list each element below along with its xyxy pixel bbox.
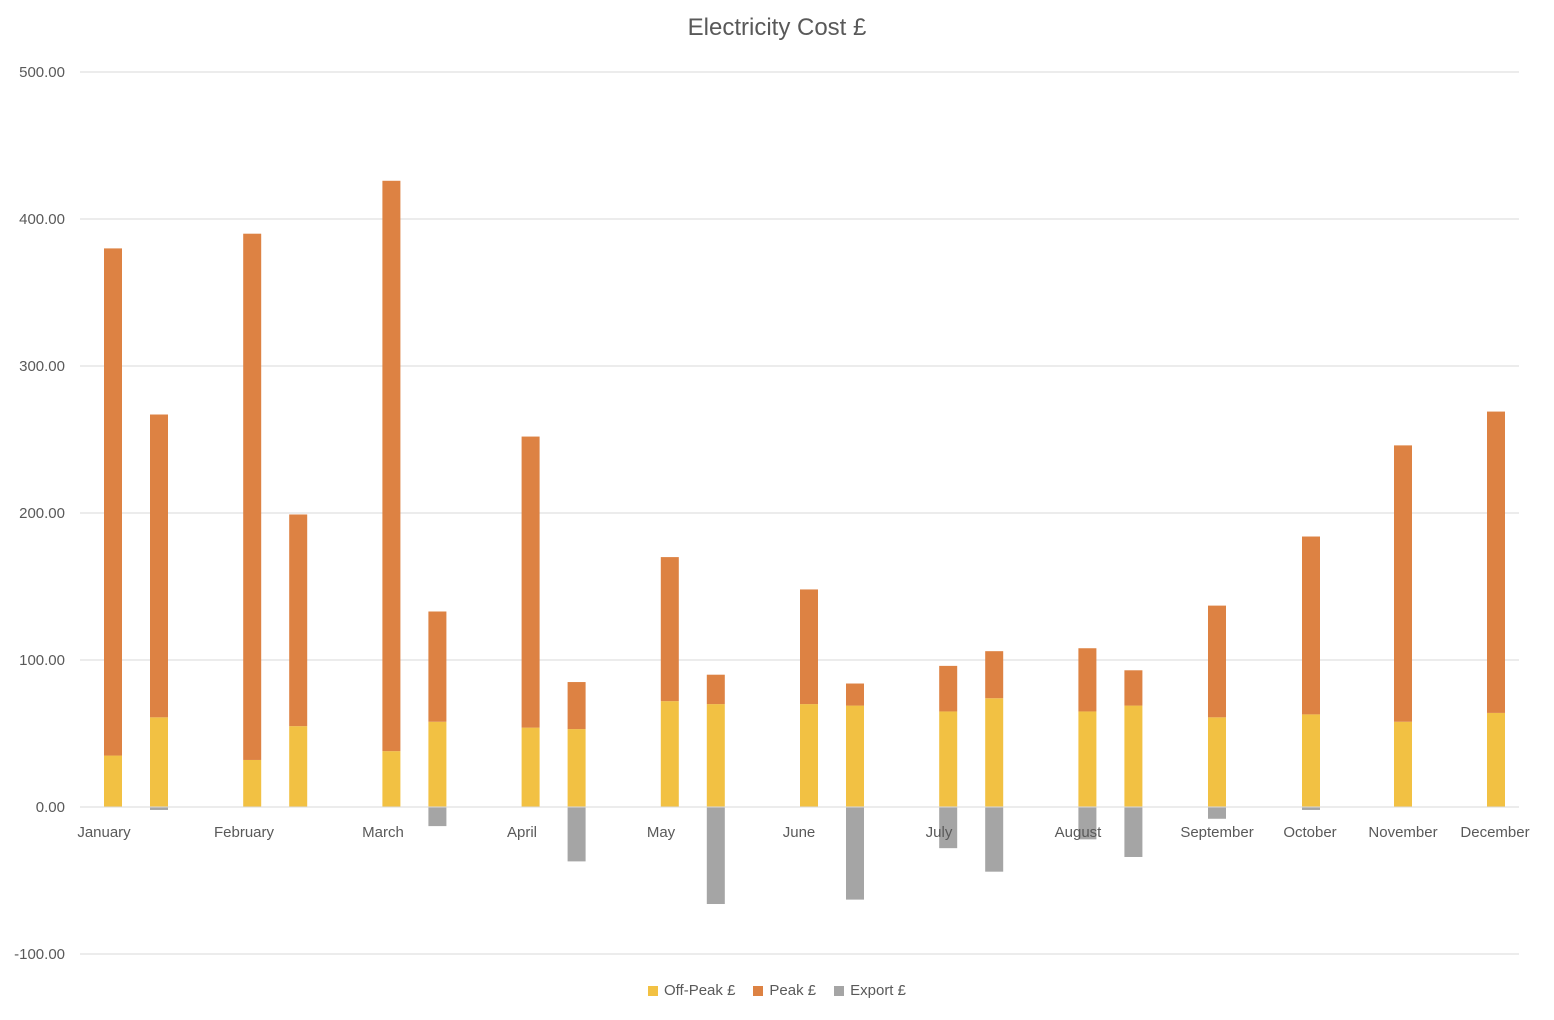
bar-peak <box>1078 648 1097 712</box>
bar-off-peak <box>660 701 679 807</box>
bar-off-peak <box>846 705 864 807</box>
y-tick-label: 200.00 <box>19 505 65 522</box>
y-tick-label: 500.00 <box>19 64 65 81</box>
legend-item: Export £ <box>834 982 906 999</box>
bar-off-peak <box>1124 705 1143 807</box>
bar-off-peak <box>1302 714 1320 807</box>
bar-peak <box>1487 411 1505 713</box>
legend-swatch <box>834 985 845 996</box>
x-tick-label: May <box>647 824 676 841</box>
bar-peak <box>706 674 725 705</box>
bar-export <box>1302 807 1320 810</box>
bar-off-peak <box>939 711 958 807</box>
x-tick-label: September <box>1180 824 1253 841</box>
bar-peak <box>846 683 864 706</box>
bar-export <box>1208 807 1226 819</box>
bar-export <box>846 807 864 900</box>
x-tick-label: November <box>1368 824 1437 841</box>
bar-peak <box>800 589 818 705</box>
bar-export <box>706 807 725 905</box>
bar-export <box>1124 807 1143 857</box>
bar-off-peak <box>382 751 401 807</box>
bar-export <box>939 807 958 849</box>
bar-export <box>1078 807 1097 840</box>
bar-peak <box>1394 445 1412 722</box>
bar-peak <box>428 611 447 722</box>
bar-peak <box>939 665 958 712</box>
bar-off-peak <box>289 726 308 807</box>
bar-off-peak <box>243 759 262 807</box>
y-tick-label: 100.00 <box>19 652 65 669</box>
x-tick-label: October <box>1283 824 1336 841</box>
bar-off-peak <box>428 721 447 807</box>
bar-peak <box>243 233 262 760</box>
legend-swatch <box>753 985 764 996</box>
x-tick-label: February <box>214 824 275 841</box>
bar-peak <box>567 682 586 730</box>
legend-label: Off-Peak £ <box>663 982 736 999</box>
legend-item: Peak £ <box>753 982 816 999</box>
y-tick-label: -100.00 <box>14 946 65 963</box>
bar-peak <box>150 414 168 718</box>
x-tick-label: August <box>1055 824 1103 841</box>
x-tick-label: July <box>926 824 953 841</box>
bar-off-peak <box>1394 721 1412 807</box>
x-tick-label: June <box>783 824 816 841</box>
bar-off-peak <box>150 717 168 807</box>
bar-off-peak <box>567 729 586 807</box>
chart-legend: Off-Peak £ Peak £ Export £ <box>0 982 1554 999</box>
bar-off-peak <box>706 704 725 807</box>
bar-peak <box>1302 536 1320 715</box>
bar-peak <box>1124 670 1143 706</box>
chart-title: Electricity Cost £ <box>687 14 867 41</box>
bar-peak <box>660 557 679 702</box>
bar-export <box>150 807 168 810</box>
legend-item: Off-Peak £ <box>647 982 736 999</box>
bar-export <box>985 807 1004 872</box>
bar-peak <box>104 248 122 756</box>
bar-off-peak <box>800 704 818 807</box>
legend-swatch <box>647 985 658 996</box>
y-tick-label: 0.00 <box>36 799 65 816</box>
legend-label: Peak £ <box>769 982 817 999</box>
bar-export <box>567 807 586 862</box>
bar-off-peak <box>1078 711 1097 807</box>
bar-off-peak <box>521 727 540 807</box>
x-tick-label: January <box>77 824 131 841</box>
bar-off-peak <box>1487 712 1505 807</box>
bar-peak <box>521 436 540 728</box>
bar-off-peak <box>104 755 122 807</box>
bar-peak <box>289 514 308 727</box>
x-tick-label: April <box>507 824 537 841</box>
y-tick-label: 400.00 <box>19 211 65 228</box>
legend-label: Export £ <box>850 982 906 999</box>
bar-peak <box>985 651 1004 699</box>
bar-peak <box>382 180 401 752</box>
bar-off-peak <box>985 698 1004 807</box>
x-tick-label: March <box>362 824 404 841</box>
bar-peak <box>1208 605 1226 718</box>
bar-off-peak <box>1208 717 1226 807</box>
bar-export <box>428 807 447 827</box>
y-tick-label: 300.00 <box>19 358 65 375</box>
x-tick-label: December <box>1460 824 1529 841</box>
